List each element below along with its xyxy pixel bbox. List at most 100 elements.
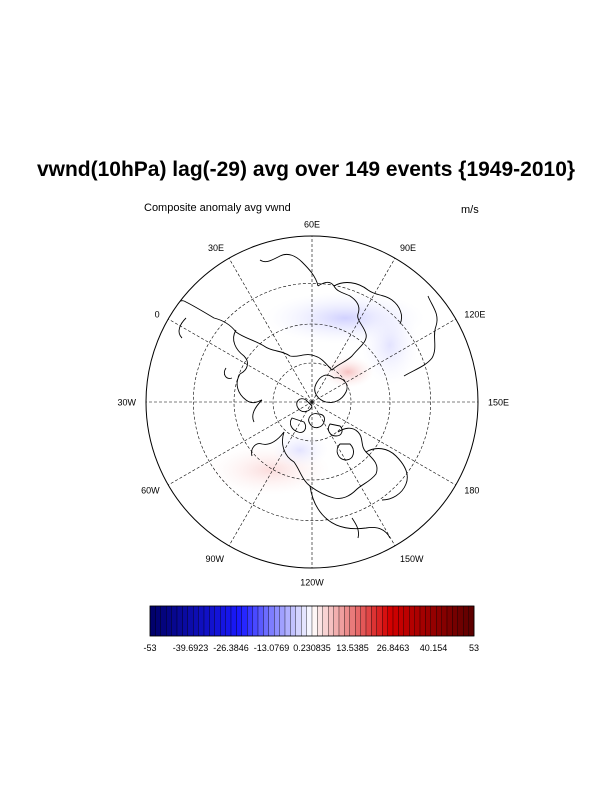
colorbar-swatch [468, 605, 475, 637]
coastline [403, 295, 438, 377]
units-label: m/s [461, 204, 479, 216]
coastline [314, 374, 348, 403]
map-boundary [145, 235, 479, 569]
longitude-label: 120E [464, 310, 485, 320]
colorbar-tick-label: 26.8463 [377, 643, 410, 653]
longitude-label: 180 [464, 486, 479, 496]
colorbar-swatch [284, 605, 291, 637]
coastline [252, 399, 263, 423]
colorbar-swatch [176, 605, 183, 637]
longitude-label: 120W [300, 578, 324, 588]
colorbar-swatch [301, 605, 307, 637]
coastlines [159, 253, 438, 539]
coastline [259, 253, 319, 287]
longitude-label: 150W [400, 554, 424, 564]
colorbar-tick-label: -39.6923 [173, 643, 209, 653]
colorbar-swatch [209, 605, 216, 637]
colorbar-tick-label: -13.0769 [254, 643, 290, 653]
meridian-line [311, 401, 396, 546]
colorbar-swatch [322, 605, 329, 637]
colorbar-swatch [290, 605, 297, 637]
colorbar-tick-label: 53 [469, 643, 479, 653]
colorbar-swatch [252, 605, 259, 637]
coastline [296, 398, 313, 413]
graticule [146, 236, 478, 568]
coastline [308, 413, 325, 429]
colorbar-swatch [376, 605, 383, 637]
colorbar-swatch [360, 605, 367, 637]
longitude-label: 90E [400, 243, 416, 253]
colorbar-swatch [371, 605, 378, 637]
longitude-label: 90W [205, 554, 224, 564]
colorbar-swatch [441, 605, 448, 637]
meridian-line [168, 401, 313, 486]
coastline [351, 517, 359, 539]
variable-label: Composite anomaly avg vwnd [144, 202, 291, 214]
colorbar-swatch [333, 605, 340, 637]
colorbar-swatch [247, 605, 253, 637]
colorbar-swatch [436, 605, 442, 637]
coastline [333, 282, 403, 325]
colorbar-tick-label: 40.154 [420, 643, 448, 653]
longitude-label: 0 [155, 310, 160, 320]
longitude-label: 60W [141, 486, 160, 496]
colorbar-tick-label: -53 [143, 643, 156, 653]
colorbar-swatch [446, 605, 453, 637]
colorbar-swatch [328, 605, 334, 637]
colorbar-swatch [349, 605, 356, 637]
coastline [159, 281, 367, 371]
colorbar-swatch [430, 605, 437, 637]
colorbar-swatch [220, 605, 226, 637]
latitude-circle [193, 282, 431, 521]
colorbar-swatch [279, 605, 286, 637]
colorbar-swatch [355, 605, 361, 637]
colorbar-swatch [457, 605, 464, 637]
colorbar-swatch [463, 605, 469, 637]
colorbar-swatch [425, 605, 432, 637]
colorbar-swatch [236, 605, 243, 637]
colorbar-swatch [452, 605, 459, 637]
coastline [282, 427, 378, 499]
meridian-line [168, 318, 313, 403]
coastline [178, 317, 187, 339]
anomaly-field [210, 292, 425, 495]
colorbar-swatch [268, 605, 275, 637]
coastline [289, 417, 307, 433]
longitude-label: 30W [117, 398, 136, 408]
longitude-label: 30E [208, 243, 224, 253]
longitude-label: 150E [488, 398, 509, 408]
anomaly-blob [362, 305, 418, 385]
colorbar-swatch [398, 605, 405, 637]
colorbar-swatch [409, 605, 415, 637]
colorbar-swatch [230, 605, 237, 637]
chart-title: vwnd(10hPa) lag(-29) avg over 149 events… [36, 158, 576, 181]
colorbar-swatch [225, 605, 232, 637]
colorbar-swatch [198, 605, 205, 637]
colorbar-swatch [419, 605, 426, 637]
colorbar-swatch [155, 605, 162, 637]
coastline [233, 329, 248, 375]
longitude-label: 60E [304, 220, 320, 230]
colorbar-swatch [193, 605, 199, 637]
colorbar-swatch [317, 605, 324, 637]
colorbar-tick-label: 0.230835 [293, 643, 331, 653]
coastline [327, 423, 343, 437]
coastline [365, 448, 408, 501]
colorbar-swatch [149, 605, 156, 637]
meridian-line [311, 318, 456, 403]
coastline [251, 431, 285, 457]
anomaly-blob [272, 432, 328, 468]
coastline [223, 367, 233, 379]
colorbar-swatch [171, 605, 178, 637]
coastline [236, 373, 263, 404]
colorbar-swatch [392, 605, 399, 637]
colorbar-labels: -53 -39.6923 -26.3846 -13.0769 0.230835 13.53… [143, 643, 479, 653]
colorbar [149, 605, 475, 637]
colorbar-tick-label: 13.5385 [336, 643, 369, 653]
colorbar-swatch [257, 605, 264, 637]
meridian-line [311, 258, 396, 403]
meridian-line [311, 401, 456, 486]
colorbar-frame [149, 605, 475, 637]
